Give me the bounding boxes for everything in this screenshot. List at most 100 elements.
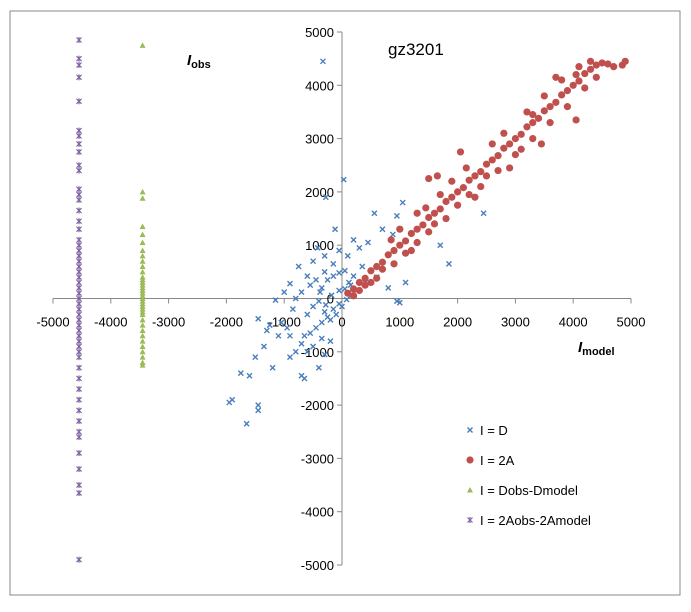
data-point xyxy=(413,209,421,217)
series-1 xyxy=(226,58,487,427)
data-point xyxy=(76,74,82,81)
data-point xyxy=(480,210,487,217)
data-point xyxy=(298,340,305,347)
data-point xyxy=(76,127,82,134)
data-point xyxy=(319,58,326,65)
data-point xyxy=(336,247,343,254)
data-point xyxy=(506,164,514,172)
data-point xyxy=(367,267,375,275)
data-point xyxy=(425,174,433,183)
data-point xyxy=(76,348,82,355)
data-point xyxy=(76,466,82,473)
data-point xyxy=(275,332,282,339)
data-point xyxy=(359,263,366,270)
x-tick-label: -4000 xyxy=(94,315,127,330)
data-point xyxy=(76,386,82,393)
data-point xyxy=(586,65,595,73)
data-point xyxy=(314,244,321,251)
data-point xyxy=(396,299,403,306)
data-point xyxy=(312,324,319,331)
data-point xyxy=(139,308,146,315)
data-point xyxy=(76,364,82,371)
data-point xyxy=(317,289,324,296)
data-point xyxy=(298,372,305,379)
data-point xyxy=(332,226,339,233)
data-point xyxy=(356,244,363,251)
data-point xyxy=(139,282,146,288)
data-point xyxy=(139,268,146,275)
data-point xyxy=(281,289,288,296)
data-point xyxy=(572,116,580,124)
data-point xyxy=(575,77,583,85)
data-point xyxy=(511,150,519,159)
data-point xyxy=(315,364,322,371)
axes xyxy=(52,31,632,566)
data-point xyxy=(139,354,146,360)
data-point xyxy=(76,167,82,174)
data-point xyxy=(321,308,328,315)
data-point xyxy=(255,407,262,414)
y-tick-label: 0 xyxy=(327,292,334,307)
data-point xyxy=(592,61,600,69)
data-point xyxy=(328,292,335,299)
data-point xyxy=(336,269,343,276)
data-point xyxy=(76,191,82,198)
data-point xyxy=(448,193,456,201)
data-point xyxy=(500,144,508,152)
data-point xyxy=(448,177,456,185)
data-point xyxy=(324,276,331,283)
data-point xyxy=(430,220,439,228)
data-point xyxy=(610,63,618,71)
data-point xyxy=(321,268,328,275)
data-point xyxy=(445,260,452,267)
data-point xyxy=(263,327,270,334)
data-point xyxy=(401,249,410,257)
data-point xyxy=(581,69,589,78)
data-point xyxy=(76,196,82,203)
data-point xyxy=(361,274,369,282)
data-point xyxy=(76,242,82,249)
data-point xyxy=(76,306,82,313)
y-tick-label: -1000 xyxy=(301,345,334,360)
data-point xyxy=(581,84,589,92)
data-point xyxy=(563,87,572,95)
data-point xyxy=(315,298,322,305)
data-point xyxy=(482,172,491,180)
data-point xyxy=(269,364,276,371)
data-point xyxy=(76,162,82,169)
data-point xyxy=(385,284,392,291)
data-point xyxy=(252,354,259,361)
data-point xyxy=(307,330,314,337)
data-point xyxy=(350,236,357,243)
y-tick-label: 5000 xyxy=(305,25,334,40)
data-point xyxy=(330,260,337,267)
data-point xyxy=(310,303,317,310)
data-point xyxy=(76,218,82,225)
data-point xyxy=(465,190,473,199)
data-point xyxy=(139,327,146,333)
data-point xyxy=(361,281,369,289)
data-point xyxy=(569,81,577,89)
data-point xyxy=(552,73,560,81)
data-point xyxy=(255,315,262,322)
data-point xyxy=(327,316,334,323)
x-tick-label: 2000 xyxy=(443,315,472,330)
data-point xyxy=(384,251,392,259)
data-point xyxy=(286,332,293,339)
data-point xyxy=(575,63,583,71)
data-point xyxy=(139,303,146,309)
data-point xyxy=(139,287,146,294)
data-point xyxy=(318,335,325,342)
data-point xyxy=(139,298,146,304)
data-point xyxy=(243,420,250,427)
legend-item: I = D xyxy=(467,423,508,438)
data-point xyxy=(389,231,396,238)
data-point xyxy=(477,182,485,191)
data-point xyxy=(336,287,343,294)
data-point xyxy=(246,372,253,379)
x-axis-title: Imodel xyxy=(578,339,615,358)
data-point xyxy=(399,199,406,206)
data-point xyxy=(586,57,595,65)
